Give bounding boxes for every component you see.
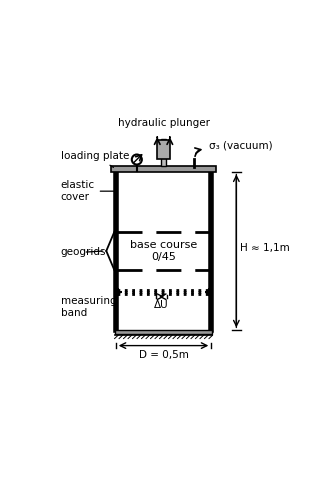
Text: measuring
band: measuring band [61,292,117,318]
Bar [156,141,170,159]
Text: loading plate: loading plate [61,151,129,167]
Text: elastic
cover: elastic cover [61,180,114,202]
Bar [111,166,216,172]
Bar [115,330,212,334]
Bar [116,172,211,330]
Text: geogrids: geogrids [61,247,106,257]
Text: base course
0/45: base course 0/45 [130,240,197,262]
Text: ΔU: ΔU [154,300,169,310]
Bar [161,139,166,166]
Text: D = 0,5m: D = 0,5m [139,350,189,360]
Text: H ≈ 1,1m: H ≈ 1,1m [240,243,290,253]
Text: hydraulic plunger: hydraulic plunger [118,119,210,129]
Text: σ₃ (vacuum): σ₃ (vacuum) [209,140,273,150]
